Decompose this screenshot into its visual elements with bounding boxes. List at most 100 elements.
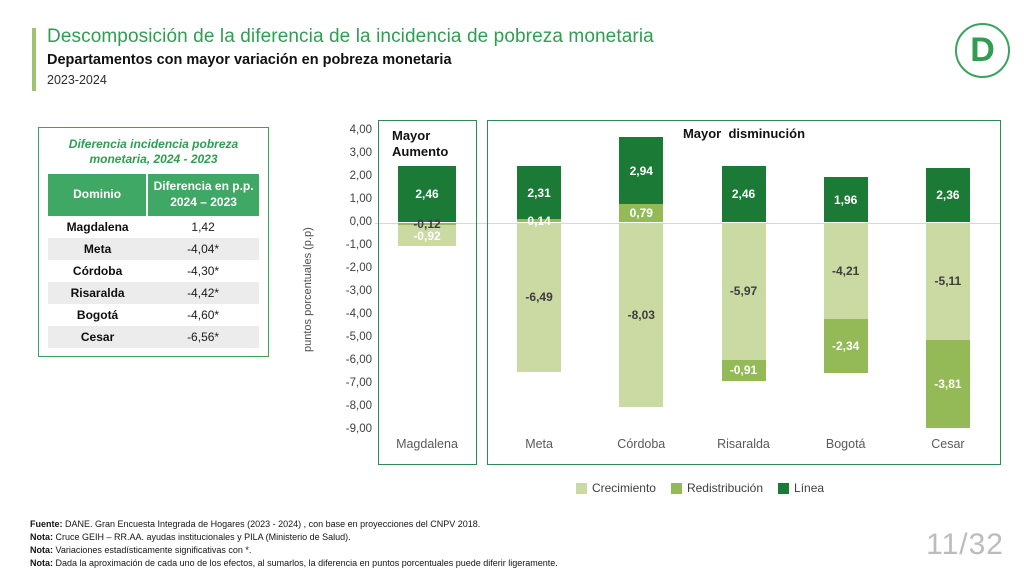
chart-legend: Crecimiento Redistribución Línea — [400, 481, 1000, 495]
bar-value-label: 2,36 — [936, 188, 960, 203]
bar-value-label: -0,12 — [413, 216, 441, 231]
bar-segment-crecimiento — [619, 222, 664, 408]
bar-segment-crecimiento — [925, 222, 970, 341]
bar-segment-redistribucion — [619, 204, 664, 223]
bar-segment-redistribucion — [721, 359, 766, 381]
table-row: Cesar -6,56* — [48, 326, 259, 348]
bar-value-label: -3,81 — [934, 376, 962, 391]
bar-segment-linea — [925, 168, 970, 223]
footnotes: Fuente: DANE. Gran Encuesta Integrada de… — [30, 518, 558, 570]
y-tick-label: 2,00 — [349, 170, 372, 182]
table-row: Magdalena 1,42 — [48, 216, 259, 238]
category-label: Bogotá — [825, 437, 866, 451]
title-accent-bar — [32, 28, 36, 91]
bar-value-label: -0,92 — [413, 228, 441, 243]
legend-label: Línea — [794, 481, 825, 495]
cell-dominio: Bogotá — [76, 308, 119, 322]
table-body: Magdalena 1,42 Meta -4,04* Córdoba -4,30* Risa… — [48, 216, 259, 348]
bar-segment-linea — [517, 166, 562, 220]
panel-title-aumento: Mayor Aumento — [392, 128, 449, 160]
table-row: Meta -4,04* — [48, 238, 259, 260]
bar-value-label: -6,49 — [525, 290, 553, 305]
panel-mayor-disminucion: Mayor disminución 0,14 2,31 -6,49 Meta 0,79 2… — [487, 120, 1001, 465]
bar-value-label: -8,03 — [627, 307, 655, 322]
y-axis-ticks: 4,00 3,00 2,00 1,00 0,00 -1,00 -2,00 -3,00 -4,00… — [322, 120, 374, 465]
cell-diferencia: -4,30* — [187, 264, 220, 278]
bar-segment-linea — [823, 177, 868, 223]
y-tick-label: 4,00 — [349, 124, 372, 136]
bar-segment-linea — [721, 165, 766, 223]
bar-segment-crecimiento — [398, 225, 456, 247]
bar-bogotá: 1,96 -4,21 -2,34 — [823, 121, 868, 464]
column-header-dominio: Dominio — [48, 174, 148, 216]
bar-value-label: -4,21 — [832, 263, 860, 278]
y-tick-label: 0,00 — [349, 216, 372, 228]
bar-area-disminucion: 0,14 2,31 -6,49 Meta 0,79 2,94 -8,03 Córdoba 2,4… — [488, 121, 1000, 464]
panel-mayor-aumento: Mayor Aumento 2,46 -0,12 -0,92 Magdalena — [378, 120, 477, 465]
y-tick-label: -6,00 — [345, 354, 372, 366]
legend-item-linea: Línea — [778, 481, 824, 495]
bar-value-label: 2,31 — [527, 185, 551, 200]
cell-diferencia: -4,42* — [187, 286, 220, 300]
bar-segment-linea — [619, 136, 664, 205]
bar-magdalena: 2,46 -0,12 -0,92 — [398, 121, 456, 464]
bar-value-label: 0,14 — [527, 213, 551, 228]
y-tick-label: 3,00 — [349, 147, 372, 159]
bar-value-label: -5,97 — [729, 284, 758, 299]
bar-segment-redistribucion — [517, 219, 562, 223]
legend-item-redistribucion: Redistribución — [670, 481, 764, 495]
legend-swatch-icon — [670, 482, 682, 494]
y-tick-label: -4,00 — [345, 308, 372, 320]
panel-title-disminucion: Mayor disminución — [682, 126, 806, 141]
table-row: Bogotá -4,60* — [48, 304, 259, 326]
page-subtitle: Departamentos con mayor variación en pob… — [47, 52, 452, 68]
category-label: Córdoba — [617, 437, 666, 451]
y-tick-label: -1,00 — [345, 239, 372, 251]
y-tick-label: -3,00 — [345, 285, 372, 297]
category-label: Magdalena — [396, 437, 458, 451]
y-tick-label: -7,00 — [345, 377, 372, 389]
bar-value-label: 2,46 — [731, 187, 756, 202]
legend-label: Redistribución — [686, 481, 764, 495]
bar-risaralda: 2,46 -5,97 -0,91 — [721, 121, 766, 464]
table-header-row: Dominio Diferencia en p.p. 2024 – 2023 — [48, 174, 259, 216]
cell-dominio: Risaralda — [70, 286, 125, 300]
cell-dominio: Córdoba — [72, 264, 123, 278]
page-number: 11/32 — [926, 528, 1004, 561]
bar-value-label: -5,11 — [934, 274, 962, 289]
bar-value-label: -0,91 — [729, 363, 758, 378]
table-row: Córdoba -4,30* — [48, 260, 259, 282]
cell-diferencia: -4,60* — [187, 308, 220, 322]
bar-segment-linea — [398, 165, 456, 223]
table-title: Diferencia incidencia pobreza monetaria,… — [68, 137, 239, 166]
bar-segment-crecimiento — [721, 222, 766, 360]
footnote-line: Nota: Variaciones estadísticamente signi… — [30, 545, 252, 555]
bar-value-label: -2,34 — [832, 339, 860, 354]
page-title: Descomposición de la diferencia de la in… — [47, 26, 654, 47]
bar-value-label: 0,79 — [629, 206, 653, 221]
column-header-diferencia: Diferencia en p.p. 2024 – 2023 — [146, 174, 259, 216]
bar-value-label: 2,94 — [629, 163, 653, 178]
dane-logo-icon: D — [955, 23, 1010, 78]
legend-label: Crecimiento — [591, 481, 656, 495]
category-label: Cesar — [931, 437, 965, 451]
bar-segment-redistribucion — [398, 222, 456, 226]
category-label: Risaralda — [717, 437, 770, 451]
bar-meta: 0,14 2,31 -6,49 — [517, 121, 562, 464]
bar-value-label: 2,46 — [415, 187, 439, 202]
legend-swatch-icon — [778, 482, 790, 494]
bar-segment-crecimiento — [517, 222, 562, 372]
y-tick-label: -2,00 — [345, 262, 372, 274]
cell-diferencia: -4,04* — [187, 242, 220, 256]
period-label: 2023-2024 — [47, 73, 107, 87]
zero-gridline — [375, 223, 1001, 224]
legend-swatch-icon — [575, 482, 587, 494]
cell-dominio: Magdalena — [66, 220, 129, 234]
footnote-line: Nota: Dada la aproximación de cada uno d… — [30, 558, 558, 568]
bar-segment-redistribucion — [925, 340, 970, 428]
footnote-line: Fuente: DANE. Gran Encuesta Integrada de… — [30, 519, 481, 529]
cell-diferencia: 1,42 — [191, 220, 215, 234]
table-row: Risaralda -4,42* — [48, 282, 259, 304]
cell-diferencia: -6,56* — [187, 330, 220, 344]
